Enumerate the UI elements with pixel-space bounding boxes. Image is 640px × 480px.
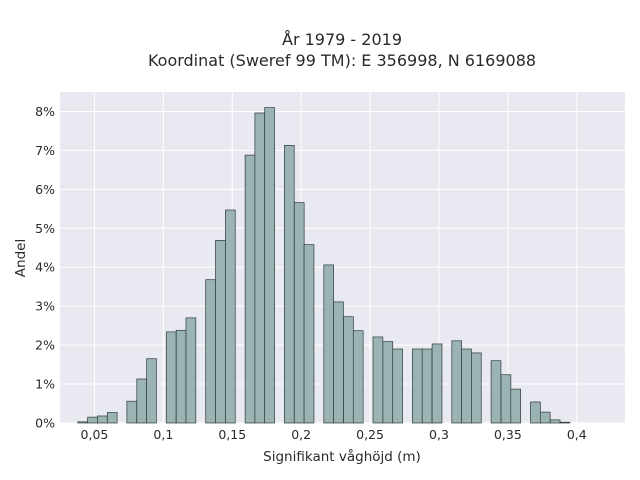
histogram-bar xyxy=(284,144,295,424)
histogram-bar xyxy=(97,415,108,424)
bars xyxy=(77,107,571,424)
x-tick-label: 0,2 xyxy=(291,427,311,442)
y-tick-label: 4% xyxy=(35,260,55,275)
x-tick-labels: 0,05 0,1 0,15 0,2 0,25 0,3 0,35 0,4 xyxy=(81,427,587,442)
histogram-bar xyxy=(215,240,226,424)
x-tick-label: 0,35 xyxy=(494,427,522,442)
y-axis-label: Andel xyxy=(13,239,29,277)
histogram-bar xyxy=(136,378,147,424)
histogram-bar xyxy=(421,348,433,424)
histogram-bar xyxy=(451,340,463,424)
histogram-bar xyxy=(293,202,305,424)
histogram-bar xyxy=(500,374,512,424)
histogram-bar xyxy=(343,316,354,424)
y-tick-label: 6% xyxy=(35,182,55,197)
histogram-bar xyxy=(510,388,521,424)
histogram-bar xyxy=(225,209,236,424)
histogram-bar xyxy=(392,348,403,424)
x-axis-label: Signifikant våghöjd (m) xyxy=(263,448,421,465)
y-tick-label: 5% xyxy=(35,221,55,236)
x-tick-label: 0,25 xyxy=(356,427,384,442)
histogram-bar xyxy=(264,107,275,424)
histogram-bar xyxy=(87,416,98,424)
y-tick-label: 3% xyxy=(35,299,55,314)
histogram-bar xyxy=(431,343,443,424)
x-tick-label: 0,1 xyxy=(153,427,173,442)
x-tick-label: 0,05 xyxy=(81,427,109,442)
y-tick-label: 8% xyxy=(35,104,55,119)
histogram-bar xyxy=(303,244,315,424)
y-tick-label: 0% xyxy=(35,416,55,431)
chart-title-line-2: Koordinat (Sweref 99 TM): E 356998, N 61… xyxy=(148,51,536,70)
histogram-bar xyxy=(323,264,334,424)
histogram-bar xyxy=(205,279,216,424)
chart-title-line-1: År 1979 - 2019 xyxy=(282,30,402,49)
histogram-bar xyxy=(333,301,344,424)
histogram-bar xyxy=(412,348,423,424)
y-tick-label: 2% xyxy=(35,338,55,353)
histogram-bar xyxy=(549,419,561,424)
histogram-bar xyxy=(372,336,384,424)
y-tick-labels: 0% 1% 2% 3% 4% 5% 6% 7% 8% xyxy=(35,104,55,431)
histogram-bar xyxy=(559,421,571,424)
histogram-bar xyxy=(165,331,177,424)
histogram-bar xyxy=(126,400,138,424)
histogram-bar xyxy=(77,421,88,424)
histogram-bar xyxy=(461,348,472,424)
histogram-bar xyxy=(530,401,541,424)
x-tick-label: 0,3 xyxy=(429,427,449,442)
y-tick-label: 7% xyxy=(35,143,55,158)
histogram-bar xyxy=(490,360,502,424)
histogram-bar xyxy=(352,330,364,424)
x-tick-label: 0,15 xyxy=(218,427,246,442)
histogram-bar xyxy=(106,412,118,424)
x-tick-label: 0,4 xyxy=(567,427,587,442)
histogram-bar xyxy=(244,154,256,424)
histogram-bar xyxy=(254,112,266,424)
histogram-bar xyxy=(382,341,394,424)
histogram-bar xyxy=(471,352,482,424)
histogram-bar xyxy=(185,317,197,424)
histogram-bar xyxy=(146,358,157,424)
histogram-bar xyxy=(175,329,187,424)
y-tick-label: 1% xyxy=(35,377,55,392)
histogram-bar xyxy=(539,411,551,424)
